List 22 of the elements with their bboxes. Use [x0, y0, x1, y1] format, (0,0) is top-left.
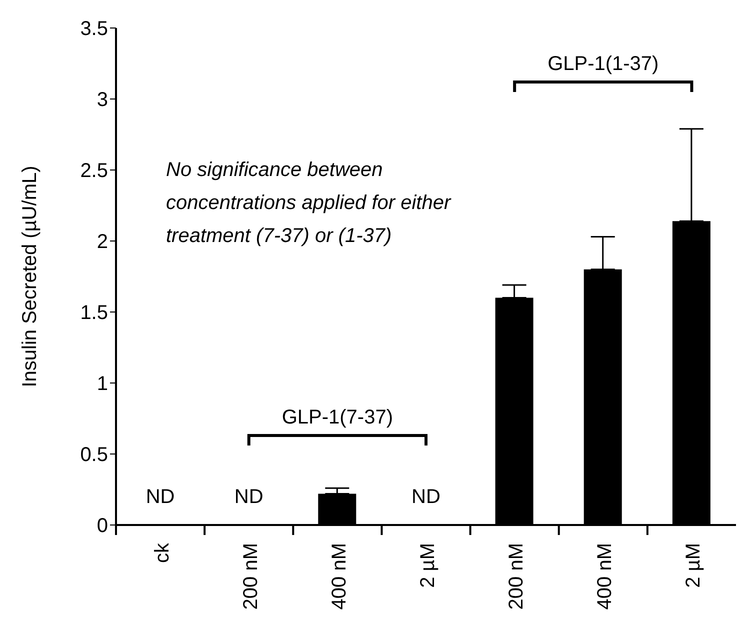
y-tick-label: 0 — [96, 515, 108, 538]
y-tick-label: 3.5 — [80, 18, 108, 40]
x-tick-label: 2 µM — [417, 543, 439, 588]
y-tick-label: 3 — [96, 89, 108, 112]
y-tick-label: 2.5 — [80, 160, 108, 182]
y-tick-label: 1.5 — [80, 302, 108, 324]
annotation: No significance between concentrations applied for either treatment (7-37) or (1-37) — [166, 158, 452, 249]
x-tick-label: 2 µM — [682, 543, 705, 588]
y-tick-label: 2 — [96, 231, 108, 254]
x-tick-label: 200 nM — [506, 543, 528, 610]
annotation: GLP-1(7-37) — [282, 406, 394, 429]
text: ND — [234, 486, 264, 508]
y-tick-label: 1 — [96, 373, 108, 396]
text: ND — [412, 486, 440, 508]
x-tick-label: 200 nM — [240, 543, 262, 610]
x-tick-label: 400 nM — [594, 543, 616, 610]
annotation: GLP-1(1-37) — [548, 52, 659, 75]
text: ND — [146, 486, 175, 508]
y-tick-label: 0.5 — [80, 444, 108, 466]
x-tick-label: 400 nM — [328, 543, 350, 610]
y-axis-title: Insulin Secreted (µU/mL) — [19, 166, 42, 388]
x-tick-label: ck — [151, 542, 174, 563]
